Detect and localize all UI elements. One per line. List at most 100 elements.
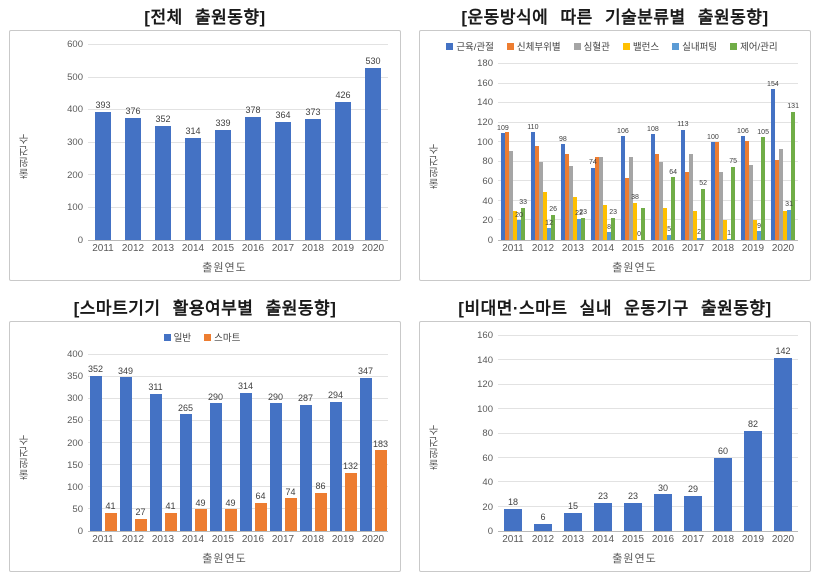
legend-item: 밸런스 xyxy=(622,39,659,53)
plot-main: 0 50 100 150 200 250 300 350 400 352 41 349 27 311 41 2… xyxy=(61,348,388,566)
bar-group: 109 20 33 xyxy=(497,64,528,240)
bar xyxy=(641,207,646,240)
bar xyxy=(688,153,693,240)
bar xyxy=(628,156,633,240)
bar-slot: 30 xyxy=(654,336,672,531)
x-tick-label: 2013 xyxy=(151,243,175,254)
bar-group: 15 xyxy=(558,336,588,531)
bar-slot: 23 xyxy=(609,64,617,240)
bar-slot: 339 xyxy=(214,45,232,240)
gridline xyxy=(498,359,798,361)
bar-group: 29 xyxy=(678,336,708,531)
x-tick-label: 2015 xyxy=(621,243,645,254)
bar xyxy=(94,112,112,240)
bar-slot: 373 xyxy=(304,45,322,240)
legend-item: 신체부위별 xyxy=(506,39,561,53)
bar-group: 106 38 0 xyxy=(617,64,648,240)
bar xyxy=(770,89,775,240)
bar-slot: 41 xyxy=(104,355,117,531)
gridline xyxy=(88,486,388,487)
bar-value-label: 23 xyxy=(627,491,638,502)
bar xyxy=(633,202,638,240)
bar-slot: 27 xyxy=(134,355,147,531)
bar-slot xyxy=(688,64,693,240)
bar xyxy=(740,136,745,240)
chart-box: 출원건수 0 20 40 60 80 100 120 140 160 18 6 15 23 23 30 29 60… xyxy=(419,321,811,572)
plot-area: 352 41 349 27 311 41 265 49 290 49 314 64 290 74 287 86… xyxy=(88,354,388,532)
bar-slot xyxy=(693,64,698,240)
y-tick-label: 80 xyxy=(482,428,493,439)
chart-panel-smart-device-trend: [스마트기기 활용여부별 출원동향] 일반 스마트 출원건수 0 50 100 150 200… xyxy=(0,291,410,582)
bar-slot xyxy=(654,64,659,240)
bar xyxy=(761,137,766,240)
bar-value-label: 20 xyxy=(515,211,523,219)
bar-value-label: 100 xyxy=(707,133,719,141)
x-tick-label: 2019 xyxy=(331,534,355,545)
bar-group: 110 12 26 xyxy=(527,64,558,240)
plot-row: 출원건수 0 100 200 300 400 500 600 393 376 352 314 339 37… xyxy=(16,38,388,275)
plot-main: 0 20 40 60 80 100 120 140 160 180 109 20 33 110 12 26 98… xyxy=(471,57,799,275)
x-tick-label: 2013 xyxy=(561,534,585,545)
gridline xyxy=(88,206,388,208)
y-tick-label: 60 xyxy=(482,452,493,464)
y-tick-label: 100 xyxy=(477,136,493,148)
bar-slot: 52 xyxy=(699,64,707,240)
x-tick-label: 2013 xyxy=(561,243,585,254)
bar-slot: 393 xyxy=(94,45,112,240)
bar-value-label: 23 xyxy=(597,491,608,502)
bar-slot: 49 xyxy=(194,355,207,531)
bar-value-label: 98 xyxy=(558,135,567,143)
bar-value-label: 378 xyxy=(245,105,261,116)
bar-slot: 20 xyxy=(515,64,523,240)
bar-group: 23 xyxy=(588,336,618,531)
bar-slot: 314 xyxy=(238,355,253,531)
bar-slot: 38 xyxy=(631,64,639,240)
bar-slot: 60 xyxy=(714,336,732,531)
bar-value-label: 29 xyxy=(687,483,698,494)
plot-row: 출원건수 0 20 40 60 80 100 120 140 160 180 109 20 33 110 12… xyxy=(426,57,799,275)
bar xyxy=(654,153,659,240)
y-axis: 0 20 40 60 80 100 120 140 160 180 xyxy=(471,58,498,246)
x-tick-label: 2011 xyxy=(502,534,524,545)
gridline xyxy=(498,505,798,507)
y-tick-label: 200 xyxy=(67,437,83,449)
bar-slot: 0 xyxy=(637,64,641,240)
bar xyxy=(564,512,582,531)
x-axis-title: 출원연도 xyxy=(612,262,657,274)
bar-group: 314 64 xyxy=(238,355,268,531)
bar xyxy=(184,137,202,240)
bar xyxy=(603,204,608,240)
bar-slot: 131 xyxy=(787,64,799,240)
bar-value-label: 64 xyxy=(255,490,266,501)
x-tick-label: 2014 xyxy=(181,534,205,545)
bar-slot xyxy=(513,64,518,240)
bar-group: 349 27 xyxy=(118,355,148,531)
bar-group: 290 74 xyxy=(268,355,298,531)
bar-slot: 75 xyxy=(729,64,737,240)
y-tick-label: 180 xyxy=(477,58,493,69)
bar-group: 352 xyxy=(148,45,178,240)
x-tick-label: 2012 xyxy=(121,534,145,545)
bar-slot xyxy=(658,64,663,240)
bar xyxy=(718,171,723,240)
bar-slot: 106 xyxy=(617,64,629,240)
gridline xyxy=(88,464,388,465)
bar xyxy=(538,161,543,240)
chart-title: [전체 출원동향] xyxy=(144,8,266,27)
y-tick-label: 0 xyxy=(77,526,83,537)
bar-slot xyxy=(598,64,603,240)
bar-group: 60 xyxy=(708,336,738,531)
y-axis-title: 출원건수 xyxy=(18,133,30,180)
bar xyxy=(164,512,177,531)
bar-slot: 376 xyxy=(124,45,142,240)
legend-item: 심혈관 xyxy=(573,39,610,53)
bar xyxy=(654,494,672,531)
chart-box: 출원건수 0 100 200 300 400 500 600 393 376 352 314 339 37… xyxy=(9,30,401,281)
legend-swatch-icon xyxy=(446,42,454,50)
y-tick-label: 120 xyxy=(477,379,493,390)
bar-group: 530 xyxy=(358,45,388,240)
x-tick-label: 2011 xyxy=(502,243,524,254)
bar xyxy=(778,149,783,240)
bar-value-label: 18 xyxy=(507,497,518,508)
